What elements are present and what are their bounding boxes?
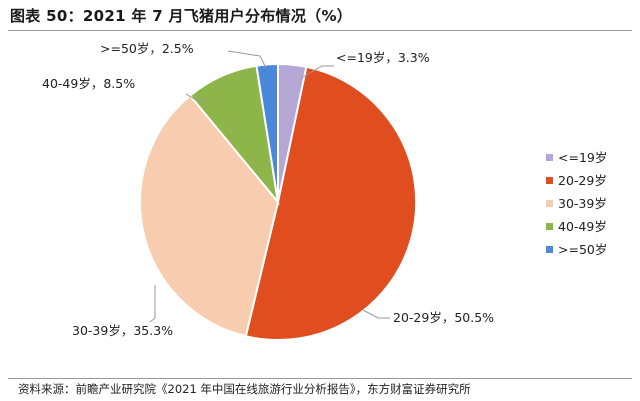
data-label-20-29: 20-29岁，50.5%	[393, 310, 494, 325]
chart-title: 图表 50：2021 年 7 月飞猪用户分布情况（%）	[10, 7, 353, 25]
pie-slice-ge50	[255, 62, 279, 203]
data-label-40-49: 40-49岁，8.5%	[42, 76, 135, 91]
legend-label-40-49: 40-49岁	[558, 219, 607, 234]
legend-label-30-39: 30-39岁	[558, 196, 607, 211]
leader-line-40-49	[185, 93, 207, 101]
leader-line-le19	[300, 65, 334, 79]
legend-swatch-40-49	[546, 223, 553, 230]
legend-swatch-ge50	[546, 246, 553, 253]
legend-label-ge50: >=50岁	[558, 242, 607, 257]
legend-label-20-29: 20-29岁	[558, 173, 607, 188]
pie-slices	[139, 62, 418, 341]
title-divider	[8, 30, 632, 31]
leader-line-20-29	[362, 309, 390, 319]
pie-slice-20-29	[244, 65, 418, 341]
legend: <=19岁 20-29岁 30-39岁 40-49岁 >=50岁	[546, 150, 607, 257]
source-note: 资料来源：前瞻产业研究院《2021 年中国在线旅游行业分析报告》，东方财富证券研…	[18, 382, 471, 396]
legend-swatch-le19	[546, 154, 553, 161]
data-label-30-39: 30-39岁，35.3%	[72, 323, 173, 338]
pie-slice-30-39	[139, 94, 280, 338]
data-labels: <=19岁，3.3% 20-29岁，50.5% 30-39岁，35.3% 40-49岁…	[42, 41, 494, 338]
leader-line-ge50	[227, 50, 267, 69]
leader-line-30-39	[149, 285, 156, 323]
legend-label-le19: <=19岁	[558, 150, 607, 165]
legend-swatch-20-29	[546, 177, 553, 184]
leader-lines	[149, 50, 390, 323]
source-divider	[8, 378, 632, 379]
data-label-le19: <=19岁，3.3%	[336, 50, 430, 65]
data-label-ge50: >=50岁，2.5%	[100, 41, 194, 56]
legend-swatch-30-39	[546, 200, 553, 207]
